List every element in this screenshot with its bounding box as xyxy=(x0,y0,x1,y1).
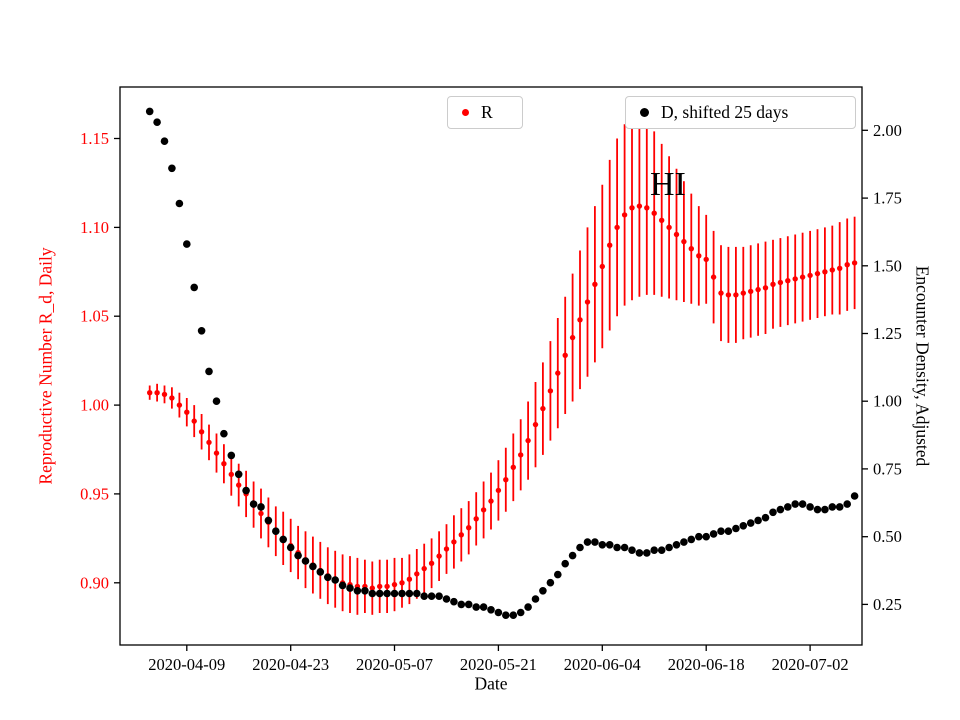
svg-text:2020-07-02: 2020-07-02 xyxy=(772,655,849,674)
svg-text:2020-05-07: 2020-05-07 xyxy=(356,655,433,674)
svg-text:1.00: 1.00 xyxy=(80,396,109,415)
svg-text:2020-04-23: 2020-04-23 xyxy=(252,655,329,674)
svg-text:2020-06-18: 2020-06-18 xyxy=(668,655,745,674)
r-series-marker-icon xyxy=(462,109,469,116)
svg-text:2020-05-21: 2020-05-21 xyxy=(460,655,537,674)
svg-text:1.75: 1.75 xyxy=(873,189,902,208)
svg-text:1.25: 1.25 xyxy=(873,324,902,343)
svg-text:2.00: 2.00 xyxy=(873,121,902,140)
svg-text:1.05: 1.05 xyxy=(80,307,109,326)
d-series-marker-icon xyxy=(640,108,649,117)
svg-text:0.95: 0.95 xyxy=(80,484,109,503)
y-axis-label-right: Encounter Density, Adjusted xyxy=(912,265,933,467)
svg-text:0.50: 0.50 xyxy=(873,527,902,546)
svg-text:1.10: 1.10 xyxy=(80,218,109,237)
y-axis-label-left: Reproductive Number R_d, Daily xyxy=(35,247,56,485)
annotation-hi: HI xyxy=(650,166,686,203)
svg-text:0.75: 0.75 xyxy=(873,459,902,478)
svg-text:1.00: 1.00 xyxy=(873,392,902,411)
svg-text:2020-06-04: 2020-06-04 xyxy=(564,655,641,674)
legend-box-d: D, shifted 25 days xyxy=(625,96,856,129)
svg-text:2020-04-09: 2020-04-09 xyxy=(148,655,225,674)
svg-text:1.50: 1.50 xyxy=(873,256,902,275)
legend-label-r: R xyxy=(481,102,493,122)
legend-box-r: R xyxy=(447,96,523,129)
svg-text:0.25: 0.25 xyxy=(873,595,902,614)
legend-label-d: D, shifted 25 days xyxy=(661,102,789,122)
svg-text:0.90: 0.90 xyxy=(80,573,109,592)
x-axis-label: Date xyxy=(474,673,508,694)
svg-text:1.15: 1.15 xyxy=(80,129,109,148)
